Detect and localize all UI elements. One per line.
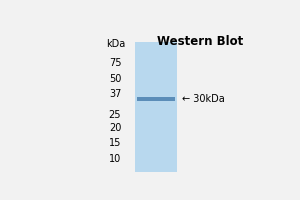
Text: 75: 75: [109, 58, 121, 68]
Text: 10: 10: [109, 154, 121, 164]
Text: 20: 20: [109, 123, 121, 133]
Text: Western Blot: Western Blot: [157, 35, 243, 48]
Bar: [137, 97, 175, 101]
Text: 37: 37: [109, 89, 121, 99]
Text: ← 30kDa: ← 30kDa: [182, 94, 224, 104]
Bar: [135, 42, 177, 172]
Text: kDa: kDa: [106, 39, 126, 49]
Text: 50: 50: [109, 74, 121, 84]
Text: 15: 15: [109, 138, 121, 148]
Text: 25: 25: [109, 110, 121, 120]
